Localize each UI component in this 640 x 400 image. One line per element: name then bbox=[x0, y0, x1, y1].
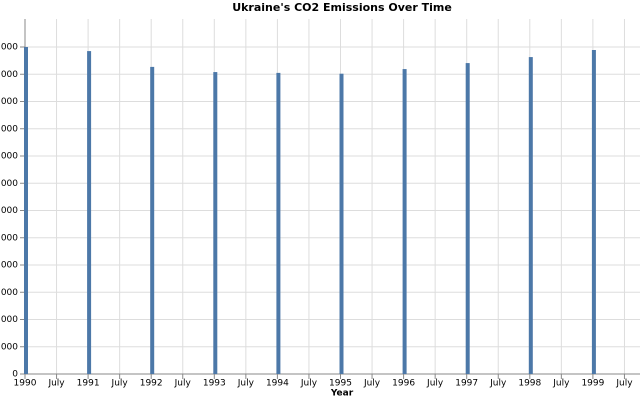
y-tick-label: 40,000 bbox=[0, 261, 18, 271]
x-tick-label: 1998 bbox=[518, 379, 541, 389]
x-tick-label: 1995 bbox=[329, 379, 352, 389]
x-axis-title: Year bbox=[330, 389, 354, 399]
x-tick-label: 1994 bbox=[266, 379, 289, 389]
chart-title: Ukraine's CO2 Emissions Over Time bbox=[232, 1, 452, 14]
y-tick-label: 60,000 bbox=[0, 206, 18, 216]
bar bbox=[150, 66, 155, 374]
x-tick-label: 1996 bbox=[392, 379, 415, 389]
y-tick-label: 30,000 bbox=[0, 288, 18, 298]
x-tick-label: July bbox=[552, 379, 570, 389]
bar bbox=[213, 72, 218, 374]
x-tick-label: July bbox=[615, 379, 633, 389]
x-tick-label: July bbox=[47, 379, 65, 389]
bar bbox=[465, 63, 470, 374]
y-tick-label: 50,000 bbox=[0, 233, 18, 243]
x-tick-label: 1991 bbox=[77, 379, 100, 389]
x-tick-label: July bbox=[111, 379, 129, 389]
x-tick-label: 1993 bbox=[203, 379, 226, 389]
x-tick-label: July bbox=[237, 379, 255, 389]
bar bbox=[402, 69, 407, 374]
bar bbox=[528, 57, 533, 375]
y-tick-label: 120,000 bbox=[0, 43, 18, 53]
x-tick-label: July bbox=[300, 379, 318, 389]
y-tick-label: 110,000 bbox=[0, 70, 18, 80]
bar bbox=[276, 72, 281, 374]
x-tick-label: 1999 bbox=[581, 379, 604, 389]
y-tick-label: 100,000 bbox=[0, 97, 18, 107]
bar bbox=[339, 73, 344, 374]
x-tick-label: July bbox=[426, 379, 444, 389]
y-tick-label: 10,000 bbox=[0, 342, 18, 352]
bar bbox=[87, 51, 92, 375]
bar bbox=[591, 49, 596, 375]
x-tick-label: 1997 bbox=[455, 379, 478, 389]
x-tick-label: July bbox=[174, 379, 192, 389]
bar bbox=[24, 47, 28, 374]
x-tick-label: 1992 bbox=[140, 379, 163, 389]
x-tick-label: 1990 bbox=[14, 379, 37, 389]
y-tick-label: 0 bbox=[12, 370, 18, 380]
y-tick-label: 80,000 bbox=[0, 152, 18, 162]
y-tick-label: 90,000 bbox=[0, 124, 18, 134]
y-tick-label: 70,000 bbox=[0, 179, 18, 189]
y-tick-label: 20,000 bbox=[0, 315, 18, 325]
x-tick-label: July bbox=[363, 379, 381, 389]
x-tick-label: July bbox=[489, 379, 507, 389]
